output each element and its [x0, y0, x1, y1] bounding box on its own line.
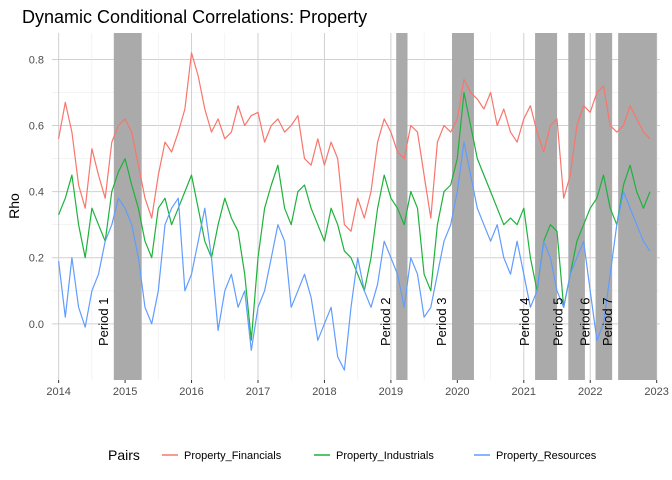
period-label: Period 5 [550, 298, 565, 346]
shaded-period [535, 33, 558, 380]
series-lines [58, 52, 651, 371]
y-tick-label: 0.0 [29, 319, 44, 331]
x-axis-ticks: 2014 2015 2016 2017 2018 2019 2020 2021 2022 2023 [46, 380, 669, 398]
period-label: Period 7 [600, 298, 615, 346]
x-tick-label: 2019 [379, 386, 403, 398]
shaded-period [618, 33, 657, 380]
period-label: Period 6 [578, 298, 593, 346]
legend-label: Property_Industrials [336, 450, 434, 462]
shaded-period [113, 33, 142, 380]
series-line-property-industrials [58, 91, 651, 341]
shaded-period [568, 33, 585, 380]
x-tick-label: 2021 [512, 386, 536, 398]
x-tick-label: 2022 [578, 386, 602, 398]
legend: Pairs Property_Financials Property_Indust… [108, 447, 597, 463]
period-label: Period 1 [96, 298, 111, 346]
x-tick-label: 2015 [113, 386, 137, 398]
shaded-period [396, 33, 408, 380]
period-label: Period 2 [378, 298, 393, 346]
x-tick-label: 2016 [179, 386, 203, 398]
x-tick-label: 2020 [445, 386, 469, 398]
legend-title: Pairs [108, 447, 140, 463]
period-label: Period 3 [434, 298, 449, 346]
period-labels: Period 1 Period 2 Period 3 Period 4 Period 5… [96, 298, 615, 346]
series-line-property-financials [58, 52, 651, 232]
y-tick-label: 0.6 [29, 121, 44, 133]
y-tick-label: 0.8 [29, 54, 44, 66]
y-axis-title: Rho [6, 193, 22, 219]
legend-label: Property_Resources [496, 450, 597, 462]
y-tick-label: 0.4 [29, 187, 44, 199]
x-tick-label: 2023 [644, 386, 668, 398]
y-axis-ticks: 0.0 0.2 0.4 0.6 0.8 [29, 54, 44, 330]
x-tick-label: 2014 [46, 386, 70, 398]
period-label: Period 4 [517, 298, 532, 346]
series-line-property-resources [58, 141, 651, 371]
legend-label: Property_Financials [184, 450, 282, 462]
x-tick-label: 2018 [312, 386, 336, 398]
chart-title: Dynamic Conditional Correlations: Proper… [22, 7, 367, 27]
x-tick-label: 2017 [246, 386, 270, 398]
y-tick-label: 0.2 [29, 253, 44, 265]
